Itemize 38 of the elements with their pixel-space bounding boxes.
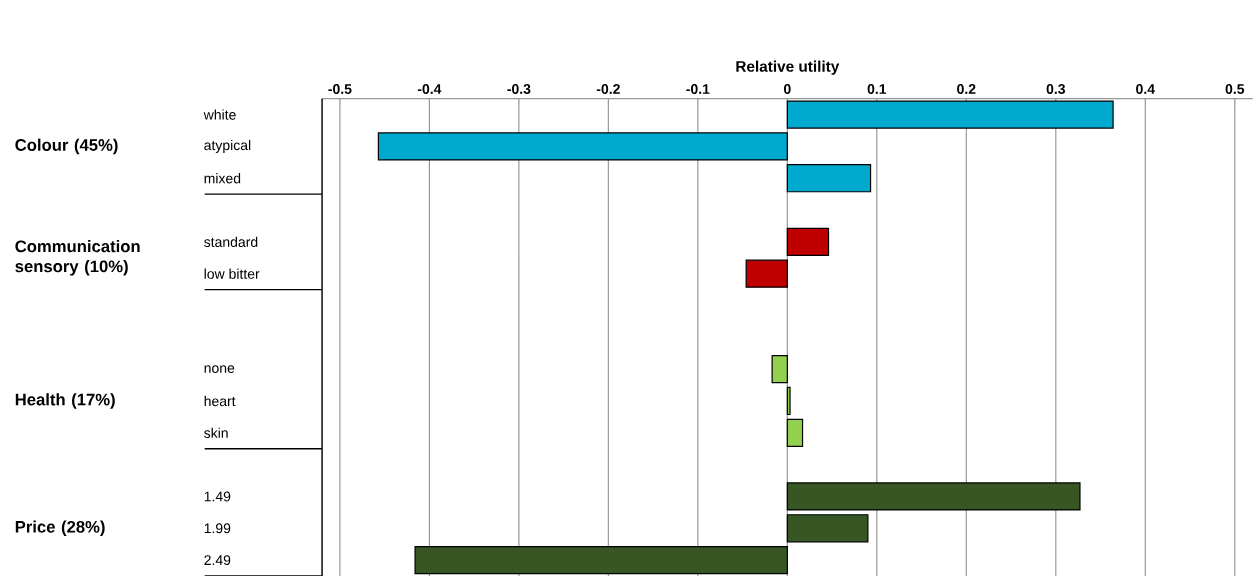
x-tick-label: -0.2 (596, 84, 620, 94)
text: Health (17%) (15, 393, 115, 409)
x-tick-label: 0.1 (867, 84, 887, 94)
bar (786, 514, 869, 543)
x-tick-label: 0 (783, 84, 791, 94)
y-tick-label: low bitter (204, 268, 260, 279)
x-tick-label: 0.5 (1225, 84, 1245, 94)
bar (786, 482, 1081, 511)
bar (771, 355, 788, 384)
x-tick-label: -0.3 (507, 84, 531, 94)
text: Price (28%) (15, 520, 105, 537)
y-tick-label: heart (204, 395, 236, 407)
x-axis-title: Relative utility (736, 60, 840, 75)
bar (786, 164, 872, 193)
x-tick-label: 0.4 (1136, 84, 1155, 94)
bar (745, 259, 788, 288)
y-tick-label: standard (204, 236, 258, 248)
y-tick-label: white (203, 109, 236, 120)
x-tick-label: -0.4 (417, 84, 442, 94)
y-tick-label: atypical (204, 139, 251, 153)
x-tick-label: -0.1 (686, 84, 710, 94)
y-tick-label: none (204, 365, 235, 373)
bar (786, 227, 830, 256)
y-tick-label: skin (204, 427, 228, 438)
y-tick-label: mixed (204, 173, 241, 184)
y-tick-label: 2.49 (204, 555, 231, 566)
y-tick-label: 1.99 (204, 523, 231, 534)
bar (786, 386, 791, 416)
y-tick-label: 1.49 (204, 491, 231, 502)
bar (414, 545, 788, 575)
text: Colour (45%) (15, 138, 118, 155)
x-tick-label: 0.3 (1046, 84, 1066, 94)
bar (786, 418, 804, 447)
bar (786, 100, 1114, 129)
text: Communication sensory (10%) (15, 240, 140, 276)
x-tick-label: 0.2 (957, 84, 976, 94)
bar (377, 132, 788, 161)
x-tick-label: -0.5 (328, 84, 352, 94)
